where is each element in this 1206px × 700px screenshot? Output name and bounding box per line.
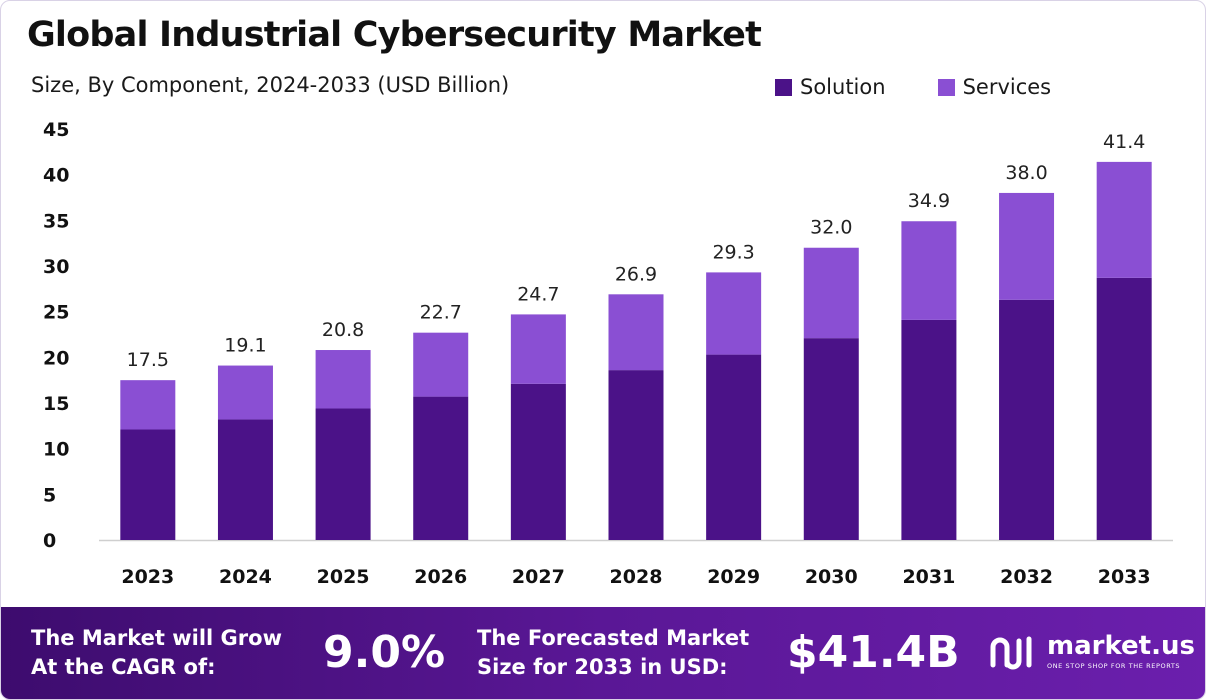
brand-name: market.us [1047, 630, 1195, 661]
x-tick-label-2033: 2033 [1098, 566, 1151, 588]
bar-services-2025 [315, 350, 371, 409]
bar-solution-2028 [608, 370, 664, 540]
forecast-value: $41.4B [787, 627, 960, 678]
total-label-2033: 41.4 [1103, 131, 1145, 153]
brand-tagline: ONE STOP SHOP FOR THE REPORTS [1047, 661, 1181, 670]
x-tick-label-2030: 2030 [805, 566, 858, 588]
bar-services-2028 [608, 294, 664, 371]
bar-solution-2027 [510, 383, 566, 540]
bar-services-2029 [706, 272, 762, 355]
bar-services-2030 [803, 247, 859, 339]
y-tick-label: 15 [43, 393, 69, 415]
total-label-2024: 19.1 [224, 335, 266, 357]
total-label-2027: 24.7 [517, 283, 559, 305]
total-label-2030: 32.0 [810, 217, 852, 239]
x-tick-label-2025: 2025 [317, 566, 370, 588]
total-label-2025: 20.8 [322, 319, 364, 341]
bar-solution-2031 [901, 319, 957, 540]
legend-swatch-solution [775, 78, 792, 96]
forecast-label-line2: Size for 2033 in USD: [477, 655, 728, 679]
x-tick-label-2028: 2028 [610, 566, 663, 588]
legend-label-services: Services [962, 75, 1052, 99]
total-label-2029: 29.3 [712, 241, 754, 263]
y-tick-label: 45 [43, 119, 69, 141]
bar-services-2027 [510, 314, 566, 384]
bar-services-2023 [120, 380, 176, 430]
chart-legend: Solution Services [775, 75, 1051, 99]
bar-solution-2032 [999, 299, 1055, 540]
bar-services-2032 [999, 192, 1055, 300]
total-label-2031: 34.9 [908, 190, 950, 212]
y-tick-label: 5 [43, 484, 56, 506]
cagr-label: The Market will Grow At the CAGR of: [31, 624, 282, 682]
chart-title: Global Industrial Cybersecurity Market [27, 15, 762, 55]
x-tick-label-2026: 2026 [414, 566, 467, 588]
bar-solution-2030 [803, 338, 859, 540]
y-tick-label: 20 [43, 347, 69, 369]
y-tick-label: 40 [43, 165, 69, 187]
bar-solution-2033 [1096, 277, 1152, 540]
x-tick-label-2031: 2031 [902, 566, 955, 588]
footer-banner: The Market will Grow At the CAGR of: 9.0… [1, 607, 1205, 699]
brand-logo: market.us ONE STOP SHOP FOR THE REPORTS [987, 631, 1195, 671]
chart-subtitle: Size, By Component, 2024-2033 (USD Billi… [31, 73, 510, 97]
y-tick-label: 0 [43, 530, 56, 552]
y-tick-label: 25 [43, 302, 69, 324]
total-label-2023: 17.5 [127, 349, 169, 371]
legend-item-services: Services [937, 75, 1052, 99]
y-tick-label: 35 [43, 210, 69, 232]
legend-item-solution: Solution [775, 75, 886, 99]
cagr-label-line2: At the CAGR of: [31, 655, 216, 679]
bar-services-2031 [901, 221, 957, 320]
bar-solution-2029 [706, 354, 762, 540]
legend-label-solution: Solution [800, 75, 886, 99]
bar-services-2033 [1096, 161, 1152, 278]
bar-solution-2023 [120, 429, 176, 540]
x-tick-label-2023: 2023 [121, 566, 174, 588]
x-tick-label-2032: 2032 [1000, 566, 1053, 588]
x-tick-label-2024: 2024 [219, 566, 272, 588]
forecast-label-line1: The Forecasted Market [477, 626, 750, 650]
bar-solution-2025 [315, 408, 371, 540]
total-label-2032: 38.0 [1005, 162, 1047, 184]
cagr-label-line1: The Market will Grow [31, 626, 282, 650]
forecast-label: The Forecasted Market Size for 2033 in U… [477, 624, 749, 682]
bar-services-2026 [413, 332, 469, 397]
stacked-bar-chart: 05101520253035404517.5202319.1202420.820… [43, 119, 1173, 588]
cagr-value: 9.0% [323, 627, 446, 678]
total-label-2026: 22.7 [420, 302, 462, 324]
x-tick-label-2027: 2027 [512, 566, 565, 588]
legend-swatch-services [937, 78, 955, 96]
market-us-logo-icon [990, 636, 1032, 670]
bar-solution-2024 [217, 419, 273, 540]
total-label-2028: 26.9 [615, 263, 657, 285]
bar-services-2024 [217, 365, 273, 420]
y-tick-label: 30 [43, 256, 69, 278]
x-tick-label-2029: 2029 [707, 566, 760, 588]
y-tick-label: 10 [43, 439, 69, 461]
bar-solution-2026 [413, 396, 469, 540]
brand-text: market.us ONE STOP SHOP FOR THE REPORTS [1047, 633, 1195, 670]
